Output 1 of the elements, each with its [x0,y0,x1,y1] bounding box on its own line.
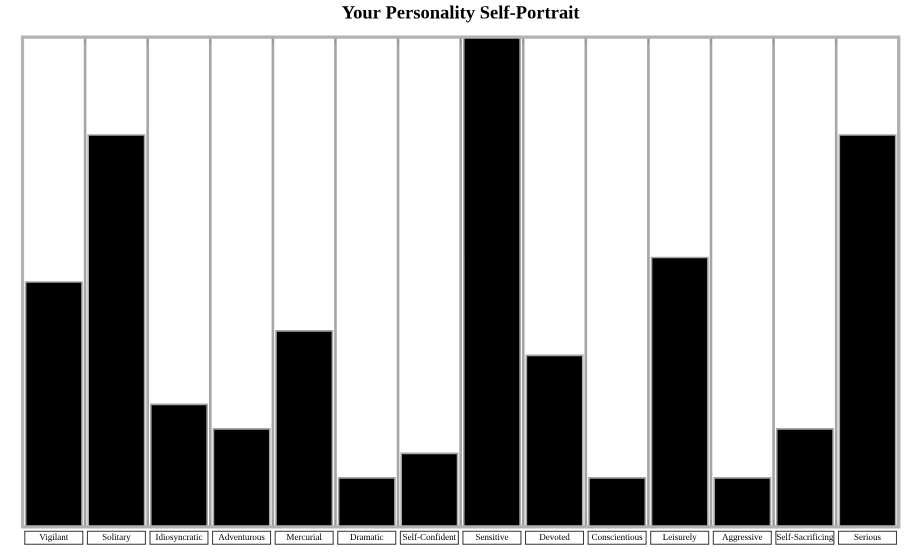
chart-title: Your Personality Self-Portrait [342,5,580,23]
